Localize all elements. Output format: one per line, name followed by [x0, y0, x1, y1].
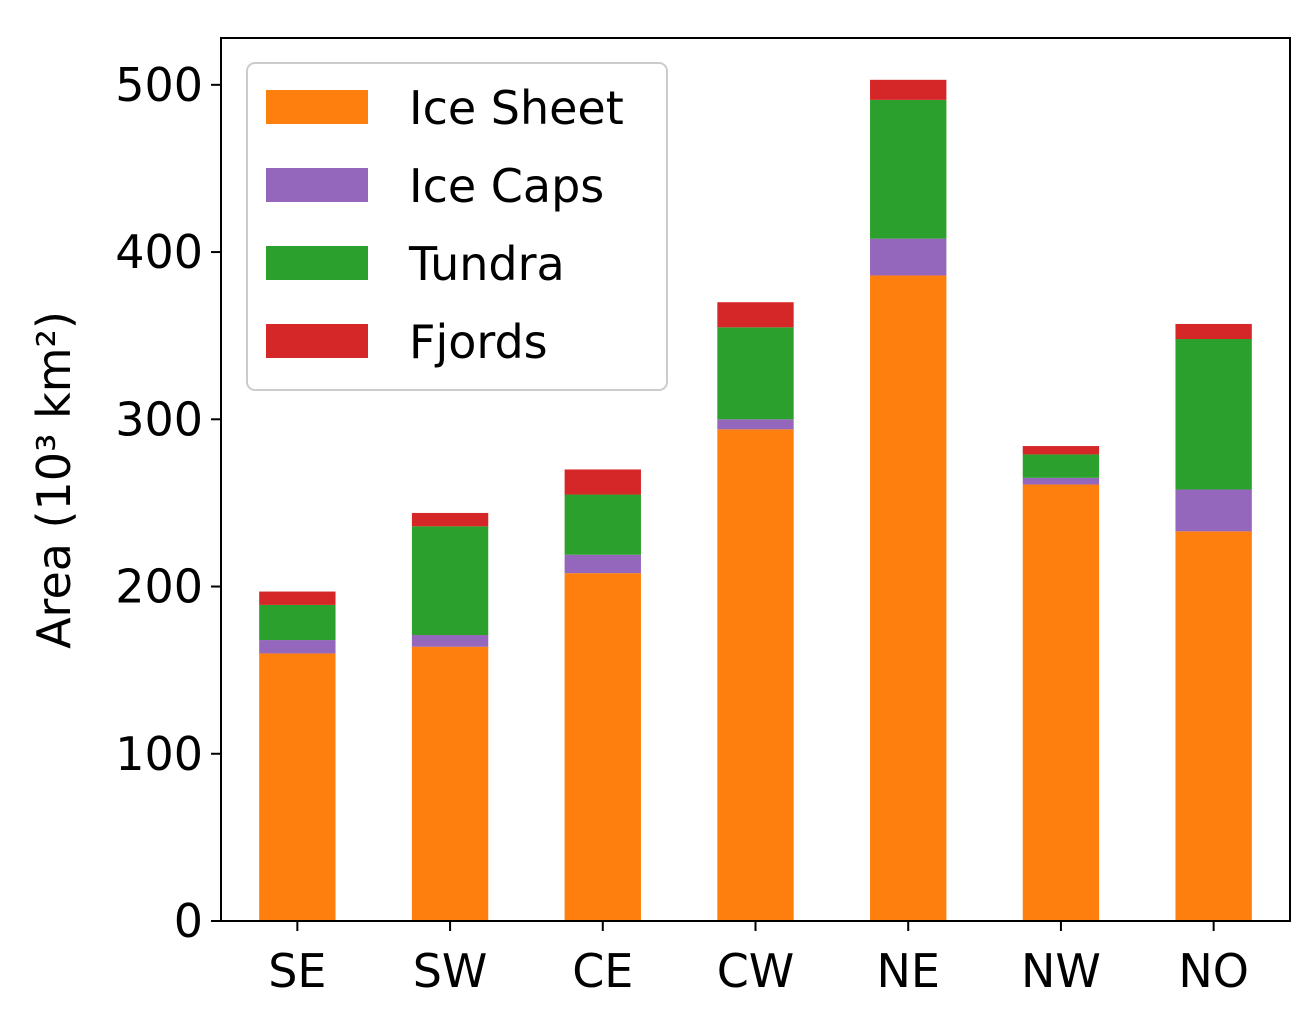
bar-ne-tundra [870, 99, 947, 239]
bar-sw-fjords [411, 512, 489, 527]
bar-nw-ice-sheet [1022, 484, 1100, 921]
legend: Ice Sheet Ice Caps Tundra Fjords [246, 62, 668, 391]
bar-cw-ice-caps [717, 419, 794, 430]
bar-cw-ice-sheet [717, 429, 794, 921]
bar-no-ice-sheet [1175, 531, 1252, 921]
bar-se-ice-sheet [259, 653, 336, 921]
bar-ne-ice-caps [870, 238, 947, 276]
legend-label-ice-sheet: Ice Sheet [409, 81, 624, 135]
bar-ne-fjords [870, 79, 947, 100]
x-tick-label: CE [572, 944, 633, 998]
x-tick-label: SE [268, 944, 326, 998]
legend-swatch-ice-sheet [266, 90, 368, 124]
bar-sw-ice-sheet [411, 646, 489, 921]
bar-nw-ice-caps [1022, 477, 1100, 485]
bar-se-tundra [259, 604, 336, 641]
legend-label-tundra: Tundra [408, 237, 565, 291]
y-tick-label: 400 [115, 225, 203, 279]
bar-no-ice-caps [1175, 489, 1252, 532]
x-tick-label: SW [413, 944, 488, 998]
y-tick-label: 300 [115, 392, 203, 446]
bar-no-tundra [1175, 339, 1252, 490]
bar-nw-tundra [1022, 454, 1100, 478]
legend-swatch-ice-caps [266, 168, 368, 202]
bar-cw-fjords [717, 302, 794, 328]
x-axis: SE SW CE CW NE NW NO [268, 921, 1249, 998]
y-axis-label: Area (10³ km²) [27, 311, 81, 649]
y-tick-label: 0 [174, 894, 203, 948]
bars-layer [259, 79, 1252, 921]
y-tick-label: 200 [115, 560, 203, 614]
bar-ce-fjords [564, 469, 641, 495]
legend-label-fjords: Fjords [409, 315, 548, 369]
bar-sw-tundra [411, 526, 489, 636]
bar-nw-fjords [1022, 446, 1100, 455]
legend-swatch-tundra [266, 246, 368, 280]
bar-se-fjords [259, 591, 336, 605]
x-tick-label: NO [1178, 944, 1249, 998]
bar-ce-ice-caps [564, 554, 641, 574]
x-tick-label: NW [1021, 944, 1101, 998]
legend-swatch-fjords [266, 324, 368, 358]
x-tick-label: CW [717, 944, 795, 998]
x-tick-label: NE [876, 944, 939, 998]
legend-box [246, 62, 668, 391]
bar-no-fjords [1175, 323, 1252, 340]
legend-label-ice-caps: Ice Caps [409, 159, 604, 213]
y-tick-label: 500 [115, 58, 203, 112]
bar-se-ice-caps [259, 640, 336, 654]
bar-ce-tundra [564, 494, 641, 555]
y-axis: 0 100 200 300 400 500 [115, 58, 221, 948]
bar-cw-tundra [717, 327, 794, 420]
bar-sw-ice-caps [411, 635, 489, 647]
y-tick-label: 100 [115, 727, 203, 781]
bar-ne-ice-sheet [870, 275, 947, 921]
bar-ce-ice-sheet [564, 573, 641, 921]
